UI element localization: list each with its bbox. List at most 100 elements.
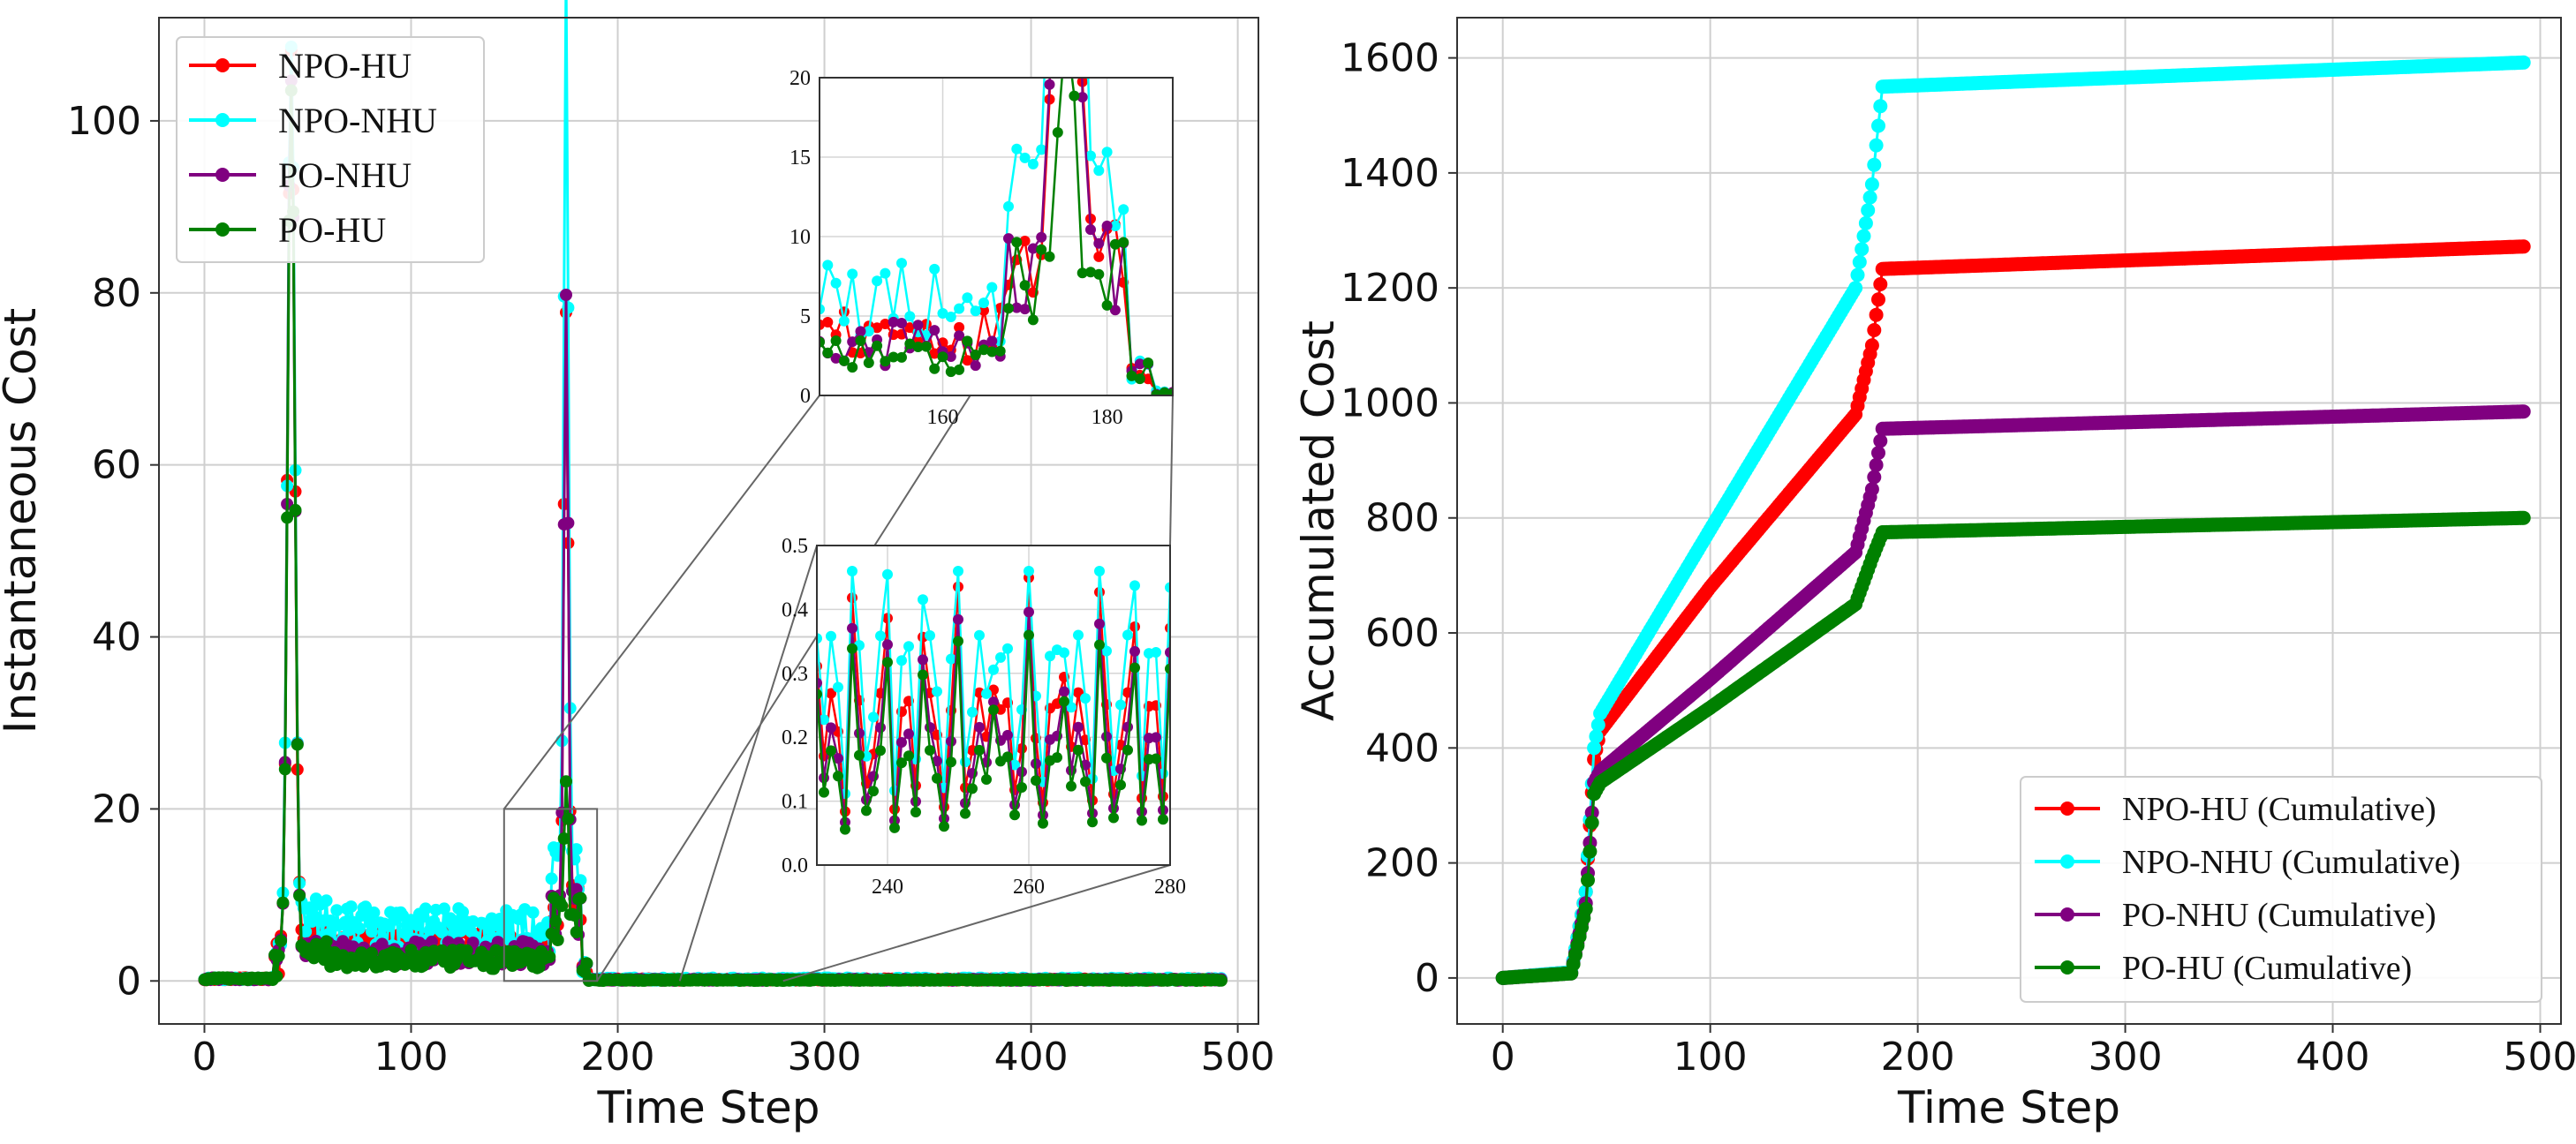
- inset-point: [1129, 645, 1140, 657]
- inset-point: [937, 351, 948, 363]
- inset-point: [974, 721, 985, 733]
- left-y-axis-label: Instantaneous Cost: [0, 308, 46, 734]
- inset-point: [1044, 79, 1055, 90]
- inset-y-tick: 0.2: [782, 726, 808, 749]
- inset-point: [946, 756, 956, 768]
- inset-point: [937, 308, 948, 319]
- x-tick-label: 400: [2296, 1035, 2370, 1080]
- data-point: [574, 892, 587, 905]
- x-tick-label: 300: [788, 1035, 862, 1080]
- inset-point: [967, 706, 978, 718]
- legend-marker: [215, 113, 230, 127]
- inset-point: [1027, 314, 1039, 326]
- inset-point: [1019, 304, 1031, 315]
- inset-point: [861, 805, 872, 817]
- cumulative-point: [1864, 482, 1879, 497]
- y-tick-label: 200: [1365, 841, 1439, 886]
- x-tick-label: 500: [2504, 1035, 2576, 1080]
- inset-point: [830, 352, 842, 364]
- cumulative-point: [1581, 873, 1595, 888]
- inset-point: [817, 689, 822, 700]
- inset-point: [880, 356, 891, 367]
- inset-point: [986, 282, 998, 293]
- data-point: [289, 503, 302, 516]
- data-point: [293, 889, 306, 902]
- inset-point: [988, 664, 999, 675]
- inset-point: [918, 594, 928, 606]
- inset-point: [822, 347, 834, 358]
- data-point: [555, 899, 569, 913]
- inset-point: [1073, 721, 1084, 733]
- y-tick-label: 80: [92, 271, 141, 316]
- right-x-axis-label: Time Step: [1897, 1082, 2120, 1133]
- data-point: [557, 832, 570, 845]
- inset-point: [1002, 643, 1013, 654]
- inset-point: [978, 305, 989, 316]
- inset-point: [994, 345, 1006, 357]
- inset-x-tick: 280: [1154, 876, 1186, 899]
- inset-point: [1036, 231, 1047, 243]
- y-tick-label: 20: [92, 786, 141, 832]
- inset-point: [896, 655, 907, 666]
- inset-point: [1122, 744, 1133, 756]
- cumulative-point: [1861, 203, 1876, 218]
- inset-point: [805, 695, 815, 705]
- inset-point: [896, 258, 907, 269]
- inset-point: [1172, 688, 1182, 698]
- inset-point: [1129, 662, 1140, 674]
- inset-point: [970, 305, 981, 317]
- x-tick-label: 200: [1881, 1035, 1955, 1080]
- y-tick-label: 1200: [1341, 266, 1439, 311]
- inset-point: [1172, 745, 1182, 756]
- data-point: [435, 926, 449, 939]
- cumulative-point: [1867, 157, 1882, 172]
- inset-point: [1085, 150, 1096, 162]
- inset-point: [1024, 606, 1034, 618]
- x-tick-label: 100: [374, 1035, 449, 1080]
- cumulative-point: [1850, 267, 1865, 282]
- inset-point: [960, 808, 971, 819]
- data-point: [543, 951, 556, 963]
- inset-point: [819, 786, 829, 798]
- legend-box: [2020, 776, 2542, 1003]
- inset-point: [1027, 243, 1039, 254]
- inset-point: [903, 750, 914, 762]
- inset-point: [1101, 731, 1112, 742]
- cumulative-point: [1873, 277, 1888, 291]
- inset-point: [847, 643, 857, 654]
- inset-point: [847, 566, 857, 576]
- inset-point: [819, 714, 829, 726]
- legend-label: PO-HU (Cumulative): [2122, 950, 2412, 987]
- zoom-region-box: [502, 808, 599, 982]
- cumulative-markers: [1495, 404, 2531, 985]
- inset-point: [925, 722, 935, 733]
- inset-point: [833, 681, 843, 693]
- inset-frame: [819, 77, 1174, 396]
- data-point: [375, 937, 389, 951]
- data-point: [353, 922, 366, 935]
- inset-series: [820, 78, 1173, 395]
- inset-point: [1172, 629, 1182, 640]
- cumulative-point: [1584, 816, 1599, 830]
- inset-point: [945, 366, 956, 378]
- data-point: [580, 957, 593, 970]
- inset-point: [1093, 165, 1105, 177]
- cumulative-point: [1869, 138, 1884, 153]
- data-point: [291, 738, 304, 751]
- data-point: [275, 934, 288, 947]
- inset-point: [1101, 299, 1113, 311]
- data-point: [551, 934, 564, 946]
- inset-point: [974, 629, 985, 641]
- inset-point: [962, 335, 973, 347]
- inset-point: [826, 722, 836, 734]
- x-tick-label: 300: [2089, 1035, 2163, 1080]
- inset-point: [820, 304, 825, 315]
- left-series: [198, 0, 1228, 987]
- data-point: [570, 926, 583, 938]
- inset-point: [932, 686, 942, 697]
- inset-point: [1003, 200, 1014, 212]
- inset-point: [1172, 722, 1182, 733]
- cumulative-point: [1856, 229, 1871, 244]
- inset-point: [953, 613, 963, 625]
- data-point: [320, 935, 333, 948]
